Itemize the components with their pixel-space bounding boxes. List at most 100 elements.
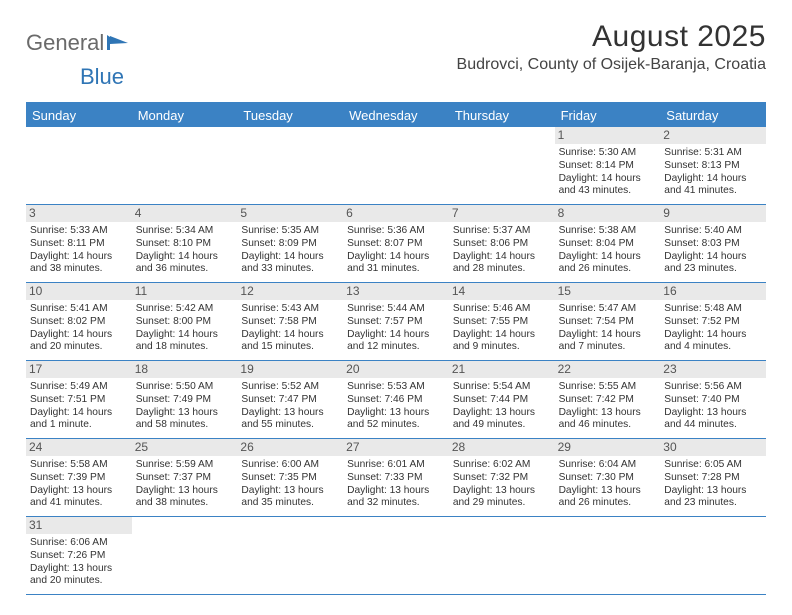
- cell-sunrise: Sunrise: 5:44 AM: [347, 303, 445, 316]
- calendar-cell: [237, 517, 343, 594]
- cell-sunrise: Sunrise: 5:33 AM: [30, 225, 128, 238]
- day-headers-row: Sunday Monday Tuesday Wednesday Thursday…: [26, 104, 766, 127]
- cell-sunset: Sunset: 7:58 PM: [241, 316, 339, 329]
- calendar-cell: 15Sunrise: 5:47 AMSunset: 7:54 PMDayligh…: [555, 283, 661, 360]
- cell-sunrise: Sunrise: 5:43 AM: [241, 303, 339, 316]
- day-header: Friday: [555, 104, 661, 127]
- calendar-week: 24Sunrise: 5:58 AMSunset: 7:39 PMDayligh…: [26, 439, 766, 517]
- calendar-week: 3Sunrise: 5:33 AMSunset: 8:11 PMDaylight…: [26, 205, 766, 283]
- calendar-cell: 2Sunrise: 5:31 AMSunset: 8:13 PMDaylight…: [660, 127, 766, 204]
- calendar-cell: [132, 517, 238, 594]
- day-number: 25: [132, 439, 238, 456]
- cell-daylight1: Daylight: 14 hours: [30, 407, 128, 420]
- cell-daylight1: Daylight: 13 hours: [664, 485, 762, 498]
- page-title: August 2025: [457, 20, 766, 54]
- day-number: 8: [555, 205, 661, 222]
- cell-sunrise: Sunrise: 5:42 AM: [136, 303, 234, 316]
- cell-sunset: Sunset: 7:51 PM: [30, 394, 128, 407]
- day-number: 22: [555, 361, 661, 378]
- cell-sunset: Sunset: 8:11 PM: [30, 238, 128, 251]
- cell-sunset: Sunset: 7:32 PM: [453, 472, 551, 485]
- calendar-cell: 5Sunrise: 5:35 AMSunset: 8:09 PMDaylight…: [237, 205, 343, 282]
- cell-daylight1: Daylight: 14 hours: [241, 329, 339, 342]
- calendar-cell: 4Sunrise: 5:34 AMSunset: 8:10 PMDaylight…: [132, 205, 238, 282]
- cell-daylight2: and 32 minutes.: [347, 497, 445, 510]
- calendar-cell: [237, 127, 343, 204]
- cell-daylight2: and 38 minutes.: [136, 497, 234, 510]
- cell-daylight1: Daylight: 13 hours: [559, 407, 657, 420]
- cell-daylight1: Daylight: 13 hours: [453, 407, 551, 420]
- calendar-cell: 17 Sunrise: 5:49 AMSunset: 7:51 PMDayligh…: [26, 361, 132, 438]
- cell-daylight1: Daylight: 13 hours: [664, 407, 762, 420]
- day-header: Tuesday: [237, 104, 343, 127]
- cell-daylight2: and 20 minutes.: [30, 575, 128, 588]
- calendar-cell: 7 Sunrise: 5:37 AMSunset: 8:06 PMDaylight…: [449, 205, 555, 282]
- calendar-cell: 22Sunrise: 5:55 AMSunset: 7:42 PMDayligh…: [555, 361, 661, 438]
- calendar: Sunday Monday Tuesday Wednesday Thursday…: [26, 102, 766, 595]
- cell-sunrise: Sunrise: 5:50 AM: [136, 381, 234, 394]
- day-number: 13: [343, 283, 449, 300]
- day-number: 27: [343, 439, 449, 456]
- cell-daylight2: and 23 minutes.: [664, 263, 762, 276]
- day-number: 2: [660, 127, 766, 144]
- cell-sunset: Sunset: 7:33 PM: [347, 472, 445, 485]
- cell-sunset: Sunset: 8:04 PM: [559, 238, 657, 251]
- calendar-cell: 8Sunrise: 5:38 AMSunset: 8:04 PMDaylight…: [555, 205, 661, 282]
- cell-sunset: Sunset: 7:40 PM: [664, 394, 762, 407]
- cell-daylight1: Daylight: 13 hours: [30, 485, 128, 498]
- calendar-cell: [449, 517, 555, 594]
- cell-daylight1: Daylight: 13 hours: [30, 563, 128, 576]
- calendar-cell: 12 Sunrise: 5:43 AMSunset: 7:58 PMDayligh…: [237, 283, 343, 360]
- cell-daylight1: Daylight: 13 hours: [241, 485, 339, 498]
- day-number: 6: [343, 205, 449, 222]
- cell-sunrise: Sunrise: 5:49 AM: [30, 381, 128, 394]
- calendar-cell: [132, 127, 238, 204]
- logo-flag-icon: [106, 34, 132, 52]
- day-number: 12: [237, 283, 343, 300]
- calendar-week: 10Sunrise: 5:41 AMSunset: 8:02 PMDayligh…: [26, 283, 766, 361]
- calendar-cell: 24Sunrise: 5:58 AMSunset: 7:39 PMDayligh…: [26, 439, 132, 516]
- cell-daylight2: and 20 minutes.: [30, 341, 128, 354]
- cell-sunrise: Sunrise: 5:30 AM: [559, 147, 657, 160]
- day-number: 26: [237, 439, 343, 456]
- day-header: Thursday: [449, 104, 555, 127]
- calendar-cell: 25Sunrise: 5:59 AMSunset: 7:37 PMDayligh…: [132, 439, 238, 516]
- calendar-cell: 27Sunrise: 6:01 AMSunset: 7:33 PMDayligh…: [343, 439, 449, 516]
- cell-sunset: Sunset: 7:30 PM: [559, 472, 657, 485]
- cell-daylight2: and 46 minutes.: [559, 419, 657, 432]
- cell-daylight1: Daylight: 13 hours: [136, 407, 234, 420]
- day-number: 29: [555, 439, 661, 456]
- cell-sunrise: Sunrise: 5:37 AM: [453, 225, 551, 238]
- cell-sunset: Sunset: 8:03 PM: [664, 238, 762, 251]
- day-number: 18: [132, 361, 238, 378]
- calendar-cell: 28Sunrise: 6:02 AMSunset: 7:32 PMDayligh…: [449, 439, 555, 516]
- cell-sunset: Sunset: 7:44 PM: [453, 394, 551, 407]
- cell-sunset: Sunset: 8:10 PM: [136, 238, 234, 251]
- day-number: 4: [132, 205, 238, 222]
- cell-daylight1: Daylight: 14 hours: [30, 329, 128, 342]
- calendar-cell: 18Sunrise: 5:50 AMSunset: 7:49 PMDayligh…: [132, 361, 238, 438]
- weeks-container: 1Sunrise: 5:30 AMSunset: 8:14 PMDaylight…: [26, 127, 766, 595]
- cell-daylight1: Daylight: 14 hours: [453, 251, 551, 264]
- cell-daylight2: and 29 minutes.: [453, 497, 551, 510]
- cell-daylight1: Daylight: 14 hours: [347, 251, 445, 264]
- calendar-cell: 11Sunrise: 5:42 AMSunset: 8:00 PMDayligh…: [132, 283, 238, 360]
- cell-sunset: Sunset: 8:06 PM: [453, 238, 551, 251]
- page-subtitle: Budrovci, County of Osijek-Baranja, Croa…: [457, 56, 766, 74]
- cell-sunrise: Sunrise: 5:34 AM: [136, 225, 234, 238]
- cell-daylight2: and 43 minutes.: [559, 185, 657, 198]
- cell-daylight2: and 26 minutes.: [559, 263, 657, 276]
- cell-sunrise: Sunrise: 5:56 AM: [664, 381, 762, 394]
- cell-daylight1: Daylight: 14 hours: [664, 251, 762, 264]
- day-number: 16: [660, 283, 766, 300]
- calendar-cell: [555, 517, 661, 594]
- logo-text-1: General: [26, 30, 104, 56]
- cell-sunrise: Sunrise: 5:54 AM: [453, 381, 551, 394]
- calendar-cell: [449, 127, 555, 204]
- day-number: 17: [26, 361, 132, 378]
- day-number: 20: [343, 361, 449, 378]
- day-number: 7: [449, 205, 555, 222]
- day-number: 19: [237, 361, 343, 378]
- day-number: 31: [26, 517, 132, 534]
- cell-sunrise: Sunrise: 6:02 AM: [453, 459, 551, 472]
